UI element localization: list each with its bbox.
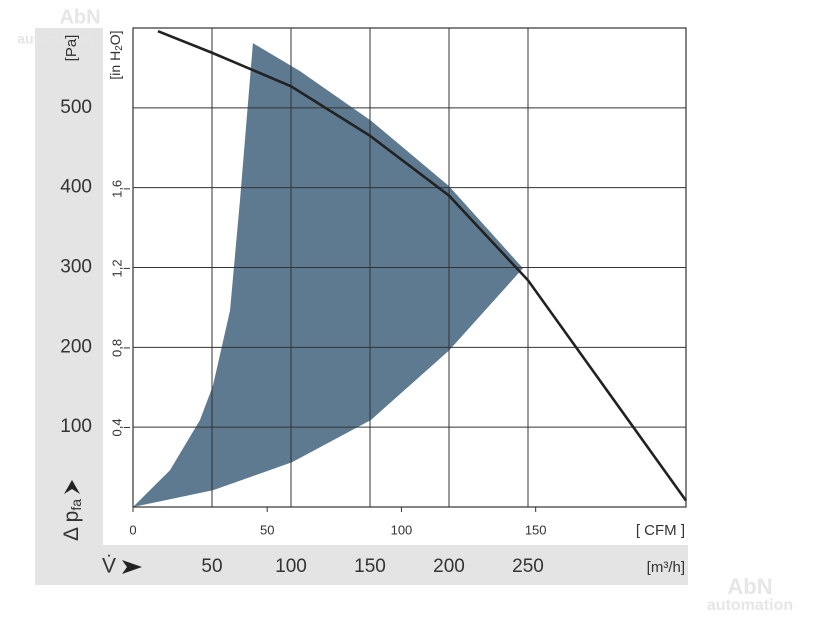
y-tick-label: 200 (60, 336, 92, 357)
area (133, 43, 523, 507)
x-unit: [m³/h] (647, 559, 685, 576)
watermark: AbN (727, 574, 772, 599)
x-tick-label: 50 (201, 556, 222, 577)
x-tick-label: 200 (433, 556, 465, 577)
x2-tick-label: 0 (129, 522, 136, 537)
y-tick-label: 300 (60, 257, 92, 278)
y2-unit: [in H2O] (107, 30, 125, 79)
y2-tick-label: 0,8 (109, 339, 124, 357)
y-arrow (64, 480, 80, 494)
x-tick-label: 250 (512, 556, 544, 577)
y-axis-label: Δ pfa (60, 499, 84, 541)
x-tick-label: 100 (275, 556, 307, 577)
y-unit: [Pa] (63, 35, 80, 62)
watermark: automation (17, 31, 92, 47)
x-arrow (122, 560, 142, 574)
x2-unit: [ CFM ] (636, 522, 685, 539)
y-tick-label: 500 (60, 97, 92, 118)
y2-tick-label: 1,2 (109, 259, 124, 277)
line (157, 29, 688, 502)
watermark: AbN (59, 6, 100, 28)
y2-tick-label: 0,4 (109, 418, 124, 436)
y-tick-label: 400 (60, 177, 92, 198)
x-axis-label: V̇ (102, 555, 116, 578)
x2-tick-label: 50 (260, 522, 274, 537)
watermark: automation (707, 597, 793, 614)
y-axis-band (35, 28, 103, 585)
x2-tick-label: 100 (391, 522, 413, 537)
x-tick-label: 150 (354, 556, 386, 577)
y2-tick-label: 1,6 (109, 180, 124, 198)
x2-tick-label: 150 (525, 522, 547, 537)
x-axis-band (35, 545, 688, 585)
y-tick-label: 100 (60, 416, 92, 437)
